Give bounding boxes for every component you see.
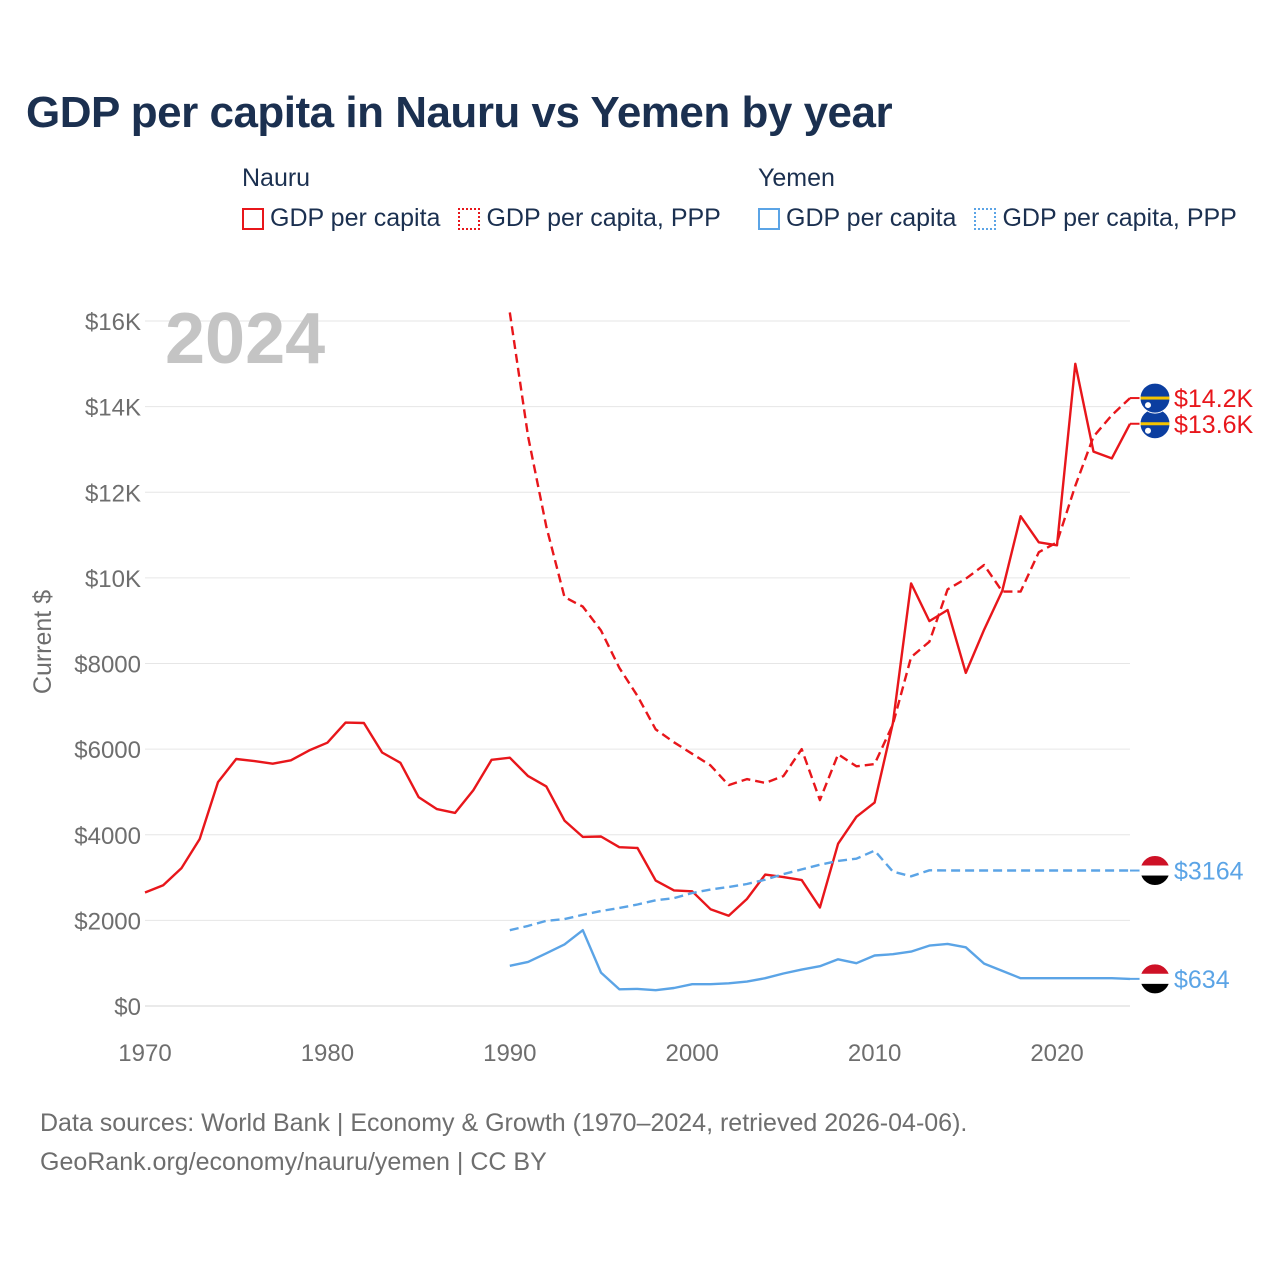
legend-item-nauru-gdp-ppp[interactable]: GDP per capita, PPP <box>458 204 721 233</box>
end-value-label: $3164 <box>1174 858 1244 886</box>
series-line[interactable] <box>144 362 1132 917</box>
yemen-flag-icon <box>1139 855 1171 887</box>
y-tick-label: $16K <box>85 309 141 336</box>
legend-item-label: GDP per capita <box>270 204 441 232</box>
y-axis: $0 $2000 $4000 $6000 $8000 $10K $12K $14K $16K <box>74 309 141 1021</box>
data-source-text: Data sources: World Bank | Economy & Gro… <box>40 1109 968 1137</box>
end-value-label: $14.2K <box>1174 385 1254 413</box>
x-tick-label: 2000 <box>666 1040 719 1067</box>
y-tick-label: $0 <box>114 994 141 1021</box>
legend-item-label: GDP per capita, PPP <box>1002 204 1237 232</box>
x-axis: 1970 1980 1990 2000 2010 2020 <box>118 1040 1083 1067</box>
y-tick-label: $10K <box>85 566 141 593</box>
legend-group-label: Yemen <box>758 164 835 192</box>
legend-group-nauru: Nauru GDP per capita GDP per capita, PPP <box>242 162 721 233</box>
x-tick-label: 2010 <box>848 1040 901 1067</box>
y-axis-title: Current $ <box>29 590 57 694</box>
year-label: 2024 <box>165 299 325 379</box>
yemen-flag-icon <box>1139 963 1171 995</box>
footer: Data sources: World Bank | Economy & Gro… <box>40 1104 967 1182</box>
end-labels: $13.6K$14.2K $634 $3164 <box>1130 382 1254 995</box>
legend-item-yemen-gdp-ppp[interactable]: GDP per capita, PPP <box>974 204 1237 233</box>
x-tick-label: 2020 <box>1030 1040 1083 1067</box>
source-link[interactable]: GeoRank.org/economy/nauru/yemen | CC BY <box>40 1148 547 1176</box>
nauru-flag-icon <box>1139 382 1171 414</box>
legend-swatch-solid <box>758 207 780 230</box>
grid <box>145 320 1130 1007</box>
series-line[interactable] <box>508 312 1131 802</box>
end-value-label: $634 <box>1174 966 1230 994</box>
series <box>144 312 1132 992</box>
legend-group-yemen: Yemen GDP per capita GDP per capita, PPP <box>758 162 1237 233</box>
y-tick-label: $8000 <box>74 652 141 679</box>
end-value-label: $13.6K <box>1174 411 1254 439</box>
legend-swatch-dotted <box>974 207 997 230</box>
series-line[interactable] <box>509 929 1131 992</box>
legend-swatch-dotted <box>458 207 481 230</box>
legend-group-label: Nauru <box>242 164 311 192</box>
x-tick-label: 1980 <box>301 1040 354 1067</box>
legend-item-label: GDP per capita <box>786 204 957 232</box>
x-tick-label: 1970 <box>118 1040 171 1067</box>
legend-item-yemen-gdp[interactable]: GDP per capita <box>758 204 956 233</box>
y-tick-label: $4000 <box>74 823 141 850</box>
nauru-flag-icon <box>1139 408 1171 440</box>
legend-item-label: GDP per capita, PPP <box>486 204 721 232</box>
y-tick-label: $14K <box>85 395 141 422</box>
chart-title: GDP per capita in Nauru vs Yemen by year <box>26 88 893 137</box>
y-tick-label: $2000 <box>74 908 141 935</box>
legend-swatch-solid <box>242 207 264 230</box>
y-tick-label: $12K <box>85 480 141 507</box>
x-tick-label: 1990 <box>483 1040 536 1067</box>
y-tick-label: $6000 <box>74 737 141 764</box>
series-line[interactable] <box>509 849 1130 932</box>
legend-item-nauru-gdp[interactable]: GDP per capita <box>242 204 440 233</box>
